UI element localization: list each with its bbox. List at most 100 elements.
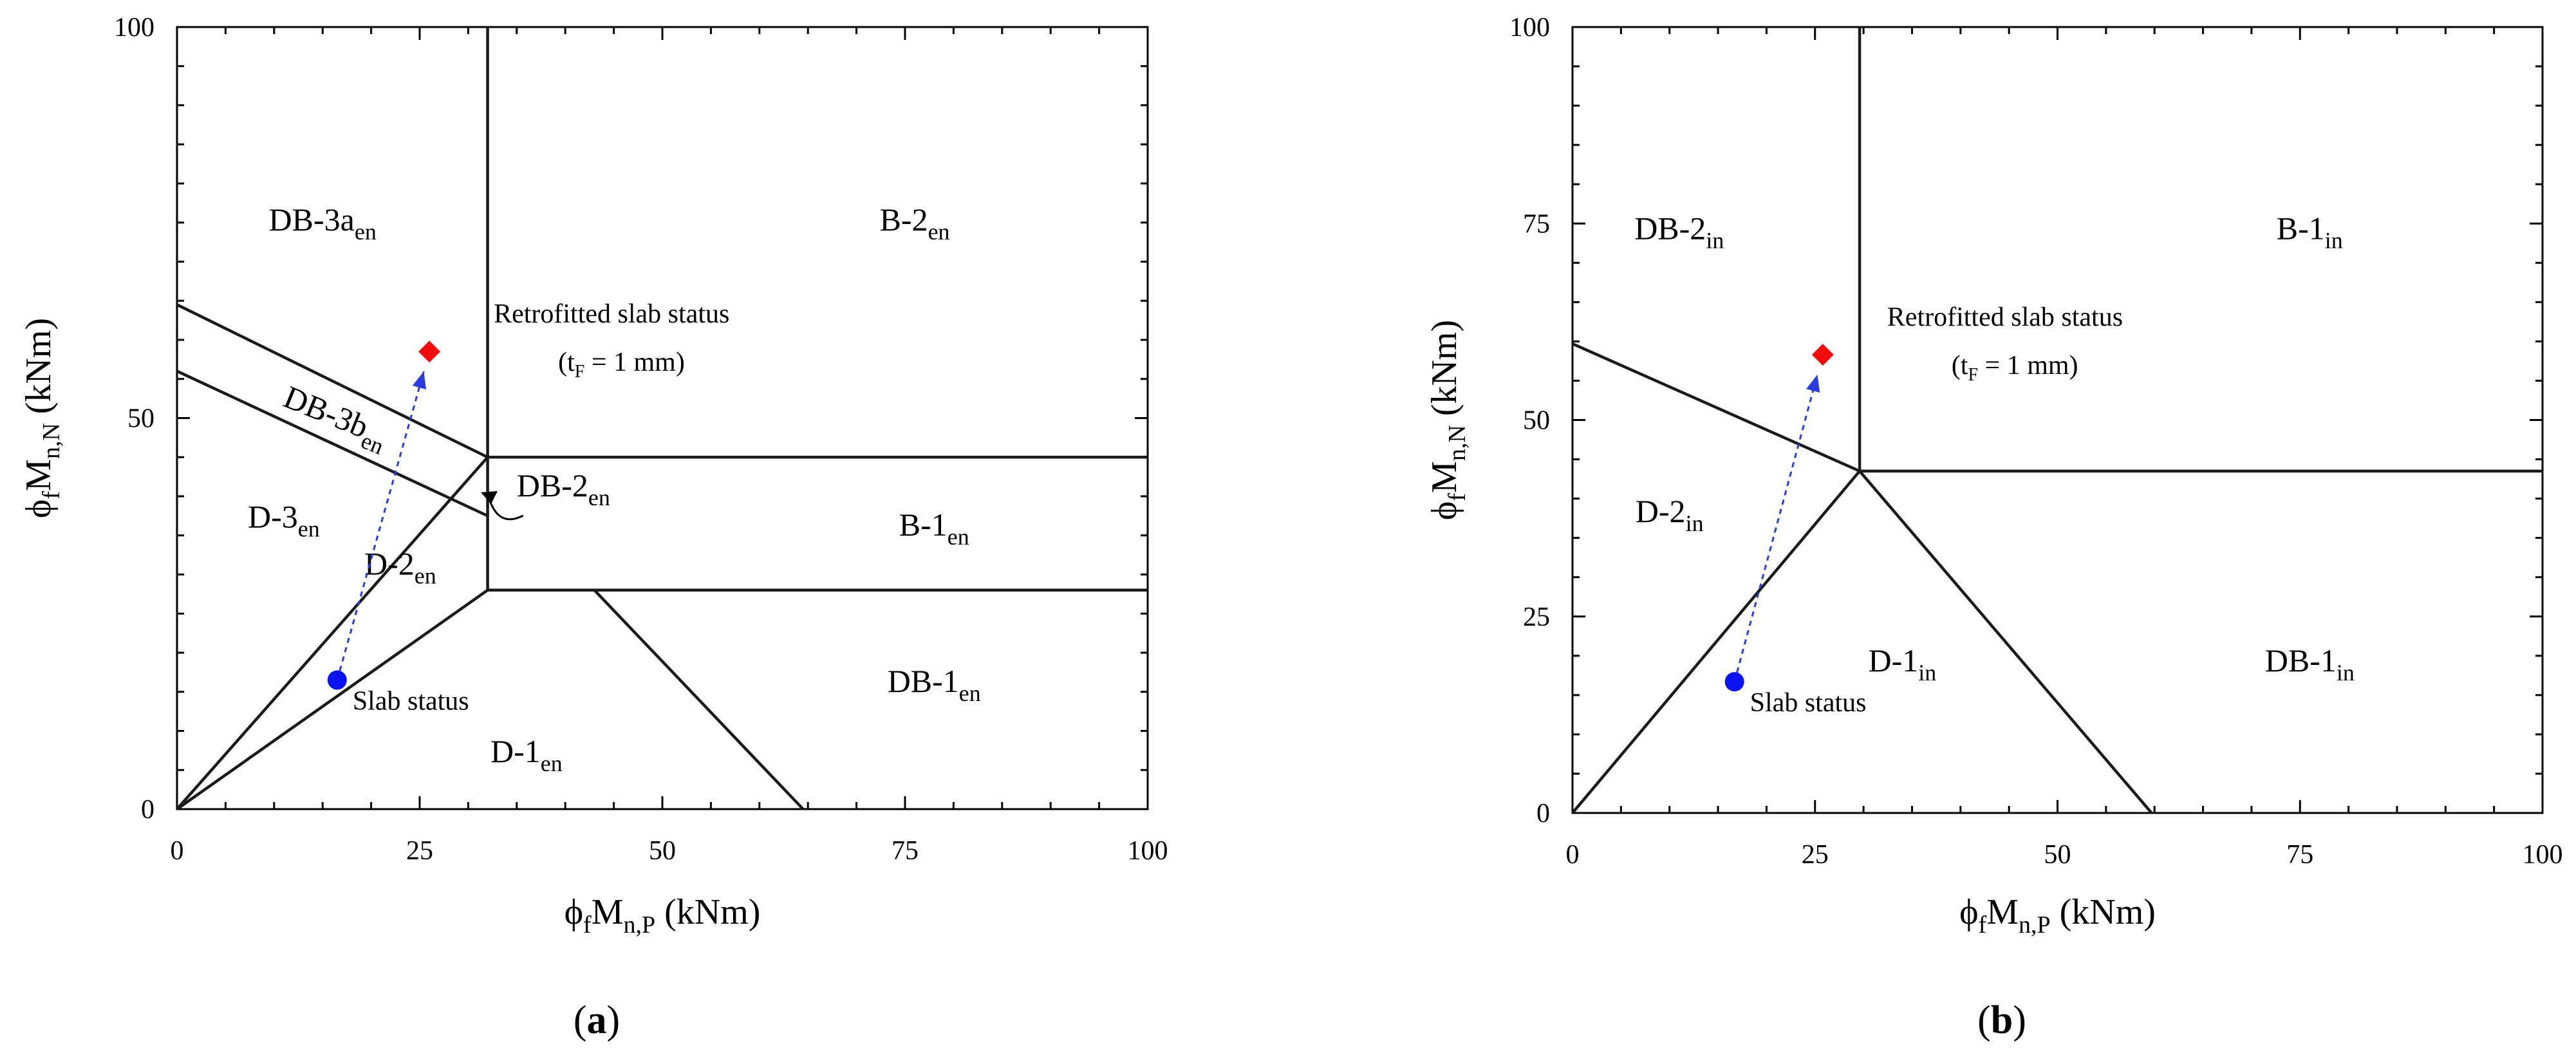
x-axis-label: ϕfMn,P (kNm) bbox=[565, 892, 761, 938]
x-tick-label: 75 bbox=[2286, 840, 2313, 870]
x-axis-label-m: M bbox=[1986, 892, 2019, 932]
x-tick-label: 25 bbox=[406, 836, 433, 866]
tf-note-open: (t bbox=[1952, 351, 1968, 380]
x-axis-label-phi: ϕ bbox=[565, 892, 583, 932]
region-label-base: B-1 bbox=[899, 507, 947, 543]
retrofitted-status-point bbox=[1811, 344, 1834, 366]
region-label: B-2en bbox=[880, 201, 950, 245]
status-arrowhead bbox=[1806, 375, 1820, 393]
x-axis-label-sub2: n,P bbox=[624, 911, 656, 938]
y-tick-label: 50 bbox=[127, 404, 154, 434]
region-label: D-2in bbox=[1636, 493, 1704, 536]
region-label-base: DB-2 bbox=[1634, 210, 1706, 247]
region-label-sub: en bbox=[959, 680, 981, 706]
region-label-base: B-1 bbox=[2277, 210, 2325, 247]
region-label-base: D-2 bbox=[364, 546, 415, 582]
panel-caption-close: ) bbox=[2013, 998, 2026, 1042]
region-label-sub: en bbox=[355, 219, 377, 245]
slab-status-point bbox=[327, 670, 347, 690]
status-arrowhead bbox=[412, 371, 426, 390]
y-tick-label: 100 bbox=[114, 13, 154, 42]
region-label-base: B-2 bbox=[880, 201, 928, 238]
callout-arrowhead bbox=[481, 490, 498, 504]
callout-label-sub: en bbox=[588, 485, 610, 510]
x-tick-label: 75 bbox=[891, 836, 919, 866]
region-label: DB-1in bbox=[2265, 642, 2355, 686]
panel-caption: (b) bbox=[1977, 998, 2026, 1042]
region-label: D-1in bbox=[1868, 642, 1936, 686]
panel-caption: (a) bbox=[574, 998, 620, 1042]
region-boundary bbox=[1858, 470, 2153, 814]
region-label: D-1en bbox=[490, 733, 563, 776]
y-tick-label: 25 bbox=[1523, 602, 1550, 632]
x-tick-label: 100 bbox=[1128, 836, 1168, 866]
region-label-sub: in bbox=[1918, 660, 1936, 686]
y-axis-label-phi: ϕ bbox=[19, 499, 59, 518]
region-label-sub: en bbox=[415, 563, 436, 589]
x-tick-label: 0 bbox=[171, 836, 184, 866]
status-arrow bbox=[1733, 374, 1818, 682]
y-axis-label-unit: (kNm) bbox=[19, 318, 59, 423]
region-label-base: DB-3a bbox=[269, 201, 355, 238]
plot-frame bbox=[1571, 26, 2544, 814]
slab-status-label: Slab status bbox=[1750, 688, 1867, 718]
tf-note-value: = 1 mm) bbox=[584, 348, 685, 377]
x-tick-label: 25 bbox=[1802, 840, 1829, 870]
x-axis-label-unit: (kNm) bbox=[655, 892, 760, 932]
region-label-sub: in bbox=[1686, 510, 1704, 536]
tf-note-sub: F bbox=[1968, 365, 1978, 385]
region-label: B-1in bbox=[2277, 210, 2343, 254]
y-axis-label-m: M bbox=[19, 459, 59, 491]
region-label: D-3en bbox=[248, 499, 320, 542]
y-axis-label-sub2: n,N bbox=[38, 423, 65, 459]
region-label-sub: in bbox=[2337, 660, 2355, 686]
region-label-sub: in bbox=[2325, 228, 2343, 254]
region-label-sub: en bbox=[541, 751, 563, 776]
panel-caption-letter: b bbox=[1991, 998, 2013, 1042]
region-label-base: D-1 bbox=[1868, 642, 1918, 678]
slab-status-label: Slab status bbox=[353, 687, 469, 716]
panel-caption-letter: a bbox=[587, 998, 607, 1042]
slab-status-point bbox=[1724, 672, 1744, 692]
region-label-base: D-2 bbox=[1636, 493, 1686, 529]
x-tick-label: 50 bbox=[649, 836, 676, 866]
y-axis-label-unit: (kNm) bbox=[1424, 320, 1464, 425]
x-axis-label-sub1: f bbox=[1979, 911, 1987, 938]
region-label: DB-1en bbox=[888, 663, 981, 706]
y-axis-label-sub1: f bbox=[1444, 493, 1471, 501]
y-axis-label: ϕfMn,N (kNm) bbox=[1424, 320, 1471, 520]
callout-label: DB-2en bbox=[517, 467, 610, 510]
y-axis-label-sub1: f bbox=[38, 491, 65, 499]
y-axis-label: ϕfMn,N (kNm) bbox=[19, 318, 65, 518]
region-label-base: DB-1 bbox=[2265, 642, 2337, 678]
x-axis-label-phi: ϕ bbox=[1959, 892, 1978, 932]
tf-note-sub: F bbox=[575, 362, 585, 382]
y-tick-label: 0 bbox=[1536, 799, 1550, 828]
region-label: D-2en bbox=[364, 546, 436, 589]
x-tick-label: 50 bbox=[2044, 840, 2071, 870]
region-label: DB-3aen bbox=[269, 201, 377, 245]
tf-note: (tF = 1 mm) bbox=[1952, 351, 2078, 385]
region-label-sub: in bbox=[1706, 228, 1724, 254]
region-boundary bbox=[593, 589, 805, 810]
tf-note: (tF = 1 mm) bbox=[558, 348, 685, 382]
y-axis-label-phi: ϕ bbox=[1424, 501, 1464, 520]
y-tick-label: 50 bbox=[1523, 406, 1550, 436]
x-axis-label-unit: (kNm) bbox=[2051, 892, 2156, 932]
region-label: DB-3ben bbox=[276, 378, 394, 460]
y-tick-label: 75 bbox=[1523, 209, 1550, 239]
retrofitted-status-label: Retrofitted slab status bbox=[1887, 303, 2123, 332]
region-label-sub: en bbox=[298, 516, 320, 542]
region-boundary bbox=[1571, 470, 1861, 814]
region-label-sub: en bbox=[947, 524, 969, 550]
y-tick-label: 100 bbox=[1509, 13, 1550, 42]
panel-caption-open: ( bbox=[574, 998, 587, 1042]
x-axis-label-sub2: n,P bbox=[2019, 911, 2051, 938]
region-label-base: DB-3b bbox=[279, 378, 373, 445]
retrofitted-status-point bbox=[418, 341, 441, 363]
x-tick-label: 0 bbox=[1566, 840, 1580, 870]
tf-note-open: (t bbox=[558, 348, 575, 377]
